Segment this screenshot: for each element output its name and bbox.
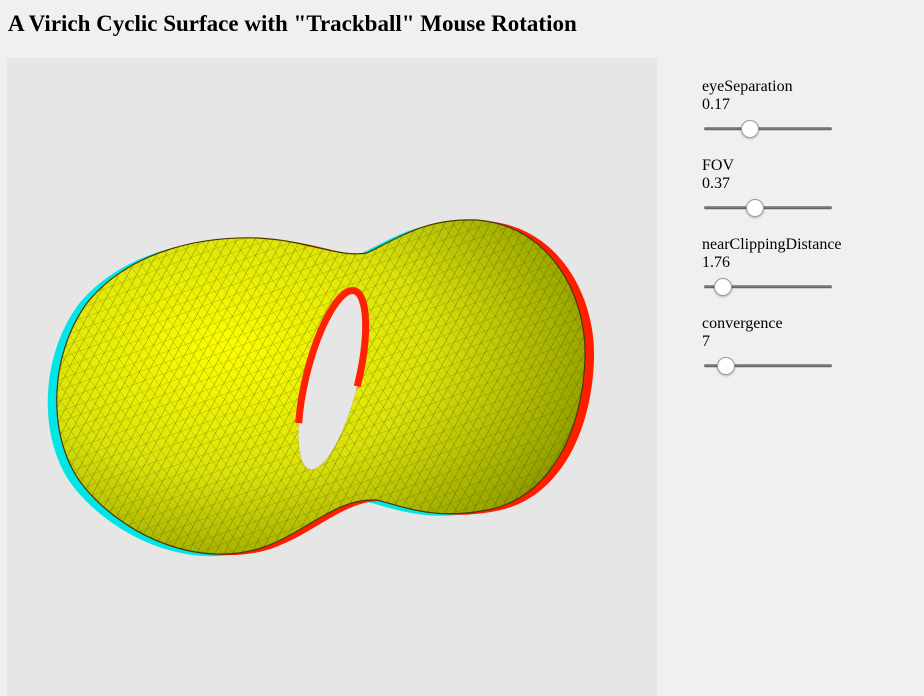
control-value: 1.76 xyxy=(702,254,730,271)
convergence-slider[interactable] xyxy=(702,355,832,377)
control-fov: FOV 0.37 xyxy=(702,157,902,236)
slider-track[interactable] xyxy=(704,127,832,130)
control-value: 7 xyxy=(702,333,710,350)
controls-panel: eyeSeparation 0.17 FOV 0.37 nearClipping… xyxy=(702,78,902,394)
control-label: FOV xyxy=(702,157,735,174)
page-title: A Virich Cyclic Surface with "Trackball"… xyxy=(8,11,577,36)
control-label: convergence xyxy=(702,315,783,332)
slider-track[interactable] xyxy=(704,364,832,367)
hole-rim-red xyxy=(294,287,370,473)
slider-track[interactable] xyxy=(704,285,832,288)
control-value: 0.37 xyxy=(702,175,730,192)
slider-thumb[interactable] xyxy=(713,278,732,296)
control-label: eyeSeparation xyxy=(702,78,793,95)
near-clipping-distance-slider[interactable] xyxy=(702,276,832,298)
fov-slider[interactable] xyxy=(702,197,832,219)
slider-thumb[interactable] xyxy=(745,199,764,217)
slider-thumb[interactable] xyxy=(717,357,736,375)
eye-separation-slider[interactable] xyxy=(702,118,832,140)
slider-track[interactable] xyxy=(704,206,832,209)
3d-canvas[interactable] xyxy=(7,58,657,696)
slider-thumb[interactable] xyxy=(741,120,760,138)
control-eye-separation: eyeSeparation 0.17 xyxy=(702,78,902,157)
virich-surface-render[interactable] xyxy=(7,58,657,696)
control-near-clipping-distance: nearClippingDistance 1.76 xyxy=(702,236,902,315)
control-convergence: convergence 7 xyxy=(702,315,902,394)
control-value: 0.17 xyxy=(702,96,730,113)
surface-body xyxy=(56,219,586,555)
control-label: nearClippingDistance xyxy=(702,236,842,253)
